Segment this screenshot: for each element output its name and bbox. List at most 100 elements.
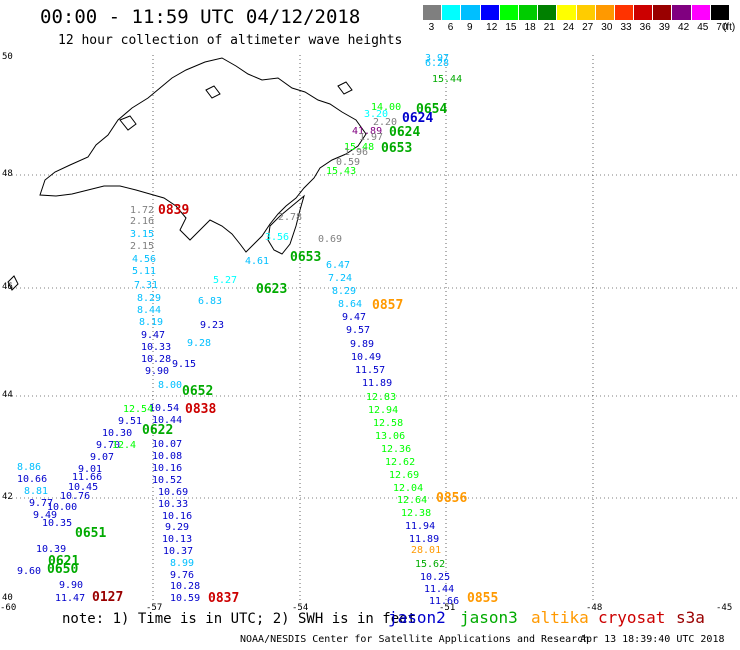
wave-height-label: 0.69: [318, 234, 342, 245]
legend-tick-label: 70: [716, 22, 728, 33]
pass-time-label: 0653: [381, 141, 412, 156]
wave-height-label: 10.33: [141, 342, 171, 353]
wave-height-label: 15.44: [432, 74, 462, 85]
wave-height-label: 8.44: [137, 305, 161, 316]
wave-height-label: 11.57: [355, 365, 385, 376]
satellite-altika: altika: [531, 608, 589, 627]
legend-tick-label: 12: [486, 22, 498, 33]
satellite-jason3: jason3: [460, 608, 518, 627]
wave-height-label: 1.96: [344, 147, 368, 158]
wave-height-label: 8.29: [137, 293, 161, 304]
pass-time-label: 0127: [92, 590, 123, 605]
wave-height-label: 1.97: [359, 132, 383, 143]
wave-height-label: 8.00: [158, 380, 182, 391]
pass-time-label: 0621: [48, 554, 79, 569]
coastline: [7, 57, 367, 291]
note-text: note: 1) Time is in UTC; 2) SWH is in fe…: [62, 611, 417, 627]
wave-height-label: 11.44: [424, 584, 454, 595]
pass-time-label: 0654: [416, 102, 447, 117]
legend-swatch: [672, 5, 692, 20]
wave-height-label: 9.90: [145, 366, 169, 377]
legend-tick-label: 15: [505, 22, 517, 33]
wave-height-label: 9.47: [342, 312, 366, 323]
wave-height-label: 11.66: [72, 472, 102, 483]
wave-height-label: 10.52: [152, 475, 182, 486]
wave-height-label: 10.39: [36, 544, 66, 555]
wave-height-label: 10.28: [141, 354, 171, 365]
wave-height-label: 41.89: [352, 126, 382, 137]
wave-height-label: 9.90: [59, 580, 83, 591]
lon-label-48: -48: [586, 603, 603, 613]
wave-height-label: 12.54: [123, 404, 153, 415]
pass-time-label: 0855: [467, 591, 498, 606]
wave-height-label: 12.83: [366, 392, 396, 403]
wave-height-label: 10.35: [42, 518, 72, 529]
lon-label-51: -51: [439, 603, 456, 613]
wave-height-label: 10.44: [152, 415, 182, 426]
wave-height-label: 10.76: [60, 491, 90, 502]
legend-swatch: [691, 5, 711, 20]
wave-height-label: 9.70: [96, 440, 120, 451]
legend-swatch: [499, 5, 519, 20]
pass-time-label: 0837: [208, 591, 239, 606]
legend-swatch: [461, 5, 481, 20]
lon-label-45: -45: [716, 603, 733, 613]
legend-swatch: [614, 5, 635, 20]
wave-height-label: 8.81: [24, 486, 48, 497]
legend-swatch: [538, 5, 558, 20]
legend-swatch: [634, 5, 654, 20]
wave-height-label: 12.94: [368, 405, 398, 416]
wave-height-label: 15.43: [326, 166, 356, 177]
wave-height-label: 12.04: [393, 483, 423, 494]
wave-height-label: 9.28: [187, 338, 211, 349]
lat-label-48: 48: [2, 169, 13, 179]
legend-tick-label: 36: [639, 22, 651, 33]
legend-tick-label: 27: [582, 22, 594, 33]
legend-tick-label: 30: [601, 22, 613, 33]
wave-height-label: 10.13: [162, 534, 192, 545]
pass-time-label: 0624: [389, 125, 420, 140]
wave-height-label: 9.77: [29, 498, 53, 509]
wave-height-label: 11.89: [409, 534, 439, 545]
wave-height-label: 8.19: [139, 317, 163, 328]
lat-label-44: 44: [2, 390, 13, 400]
wave-height-label: 9.89: [350, 339, 374, 350]
wave-height-label: 10.08: [152, 451, 182, 462]
legend-swatch: [557, 5, 577, 20]
lat-label-42: 42: [2, 492, 13, 502]
wave-height-label: 7.31: [134, 280, 158, 291]
wave-height-label: 8.64: [338, 299, 362, 310]
legend-swatch: [595, 5, 615, 20]
legend-tick-label: 3: [428, 22, 435, 33]
wave-height-label: 12.36: [381, 444, 411, 455]
wave-height-label: 5.11: [132, 266, 156, 277]
wave-height-label: 12.64: [397, 495, 427, 506]
wave-height-label: 13.06: [375, 431, 405, 442]
wave-height-label: 10.54: [149, 403, 179, 414]
legend-tick-label: 39: [658, 22, 670, 33]
footer-timestamp: Apr 13 18:39:40 UTC 2018: [580, 634, 725, 645]
wave-height-label: 9.47: [141, 330, 165, 341]
footer-credit: NOAA/NESDIS Center for Satellite Applica…: [240, 634, 590, 645]
wave-height-label: 10.69: [158, 487, 188, 498]
wave-height-label: 8.99: [170, 558, 194, 569]
wave-height-label: 8.29: [332, 286, 356, 297]
legend-tick-label: 33: [620, 22, 632, 33]
lon-label-60: -60: [0, 603, 17, 613]
wave-height-label: 11.66: [429, 596, 459, 607]
legend-swatch: [653, 5, 673, 20]
legend-swatch: [576, 5, 596, 20]
wave-height-label: 2.15: [130, 241, 154, 252]
wave-height-label: 11.47: [55, 593, 85, 604]
legend-tick-label: 6: [447, 22, 454, 33]
legend-unit-label: (ft): [723, 22, 736, 33]
wave-height-label: 0.59: [336, 157, 360, 168]
wave-height-label: 5.27: [213, 275, 237, 286]
wave-height-label: 7.24: [328, 273, 352, 284]
wave-height-label: 28.01: [411, 545, 441, 556]
wave-height-label: 9.15: [172, 359, 196, 370]
wave-height-label: 10.25: [420, 572, 450, 583]
chart-subtitle: 12 hour collection of altimeter wave hei…: [58, 33, 403, 48]
wave-height-label: 12.62: [385, 457, 415, 468]
pass-time-label: 0623: [256, 282, 287, 297]
